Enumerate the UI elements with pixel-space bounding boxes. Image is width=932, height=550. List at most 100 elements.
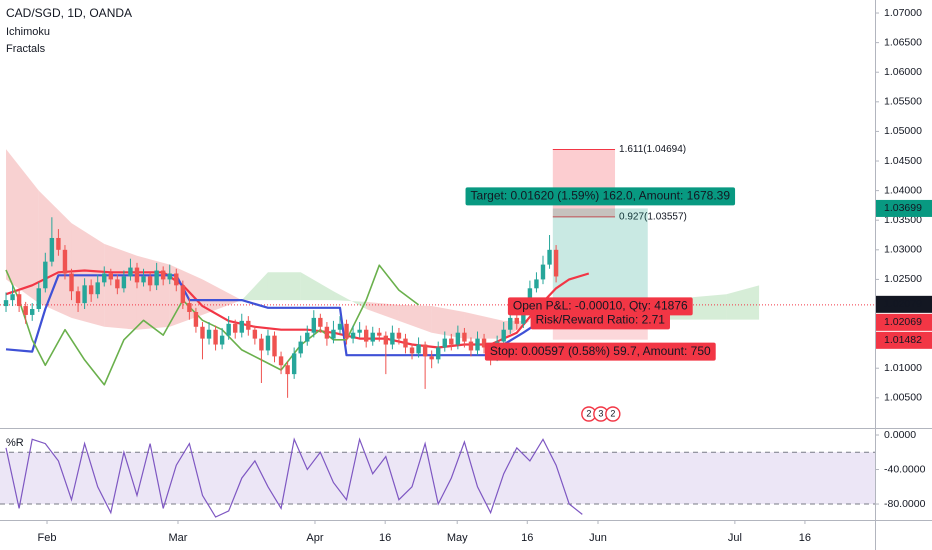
y-tick-label: -80.0000: [884, 498, 926, 510]
candle-body: [115, 279, 120, 289]
candle-body: [481, 338, 487, 348]
candle-body: [540, 264, 546, 280]
y-tick-label: -40.0000: [884, 463, 926, 475]
indicator-name: Fractals: [6, 43, 46, 55]
candle-body: [30, 309, 35, 315]
event-count: 2: [586, 408, 591, 418]
candle-body: [265, 335, 271, 351]
candle-body: [219, 335, 225, 345]
fib-zone: [552, 149, 616, 217]
price-tag-label: 1.03699: [884, 202, 922, 214]
x-tick-label: Apr: [306, 532, 323, 544]
position-label-bg: [484, 342, 716, 361]
y-tick-label: 1.05500: [884, 96, 922, 108]
y-tick-label: 1.06500: [884, 36, 922, 48]
symbol-title: CAD/SGD, 1D, OANDA: [6, 6, 132, 20]
ichimoku-cloud: [366, 301, 399, 321]
candle-body: [501, 329, 506, 342]
candle-body: [180, 285, 186, 304]
candle-body: [174, 273, 179, 286]
candle-body: [36, 288, 41, 310]
candle-body: [10, 294, 15, 301]
position-label: Target: 0.01620 (1.59%) 162.0, Amount: 1…: [471, 189, 731, 203]
candle-body: [337, 323, 343, 330]
candle-body: [75, 291, 81, 304]
y-tick-label: 1.04500: [884, 155, 922, 167]
ichimoku-cloud: [267, 272, 301, 301]
ichimoku-cloud: [6, 149, 39, 304]
candle-body: [416, 344, 421, 354]
y-tick-label: 1.02500: [884, 273, 922, 285]
position-label-bg: [507, 297, 693, 316]
candle-body: [534, 279, 539, 289]
position-label: Open P&L: -0.00010, Qty: 41876: [513, 299, 688, 313]
price-tag: [876, 295, 932, 313]
candle-body: [475, 338, 480, 351]
x-tick-label: 16: [379, 532, 391, 544]
x-tick-label: Mar: [169, 532, 188, 544]
x-tick-label: Jul: [728, 532, 742, 544]
candle-body: [193, 311, 199, 327]
fib-label: 0.927(1.03557): [619, 211, 687, 222]
y-tick-label: 1.07000: [884, 7, 922, 19]
candle-body: [318, 317, 323, 327]
y-tick-label: 1.04000: [884, 184, 922, 196]
candle-body: [16, 294, 22, 307]
candle-body: [422, 344, 428, 357]
candle-body: [62, 249, 68, 274]
candle-body: [298, 341, 303, 354]
candle-body: [390, 332, 395, 345]
y-tick-label: 1.05000: [884, 125, 922, 137]
ichimoku-cloud: [104, 243, 137, 330]
candle-body: [141, 276, 146, 283]
candle-body: [23, 306, 28, 315]
candle-body: [88, 285, 94, 295]
candle-body: [128, 267, 133, 277]
fib-label: 1.611(1.04694): [619, 144, 686, 155]
candle-body: [69, 273, 74, 292]
price-tag-label: 1.02079: [884, 298, 922, 310]
price-tag: [876, 331, 932, 349]
candle-body: [344, 323, 349, 339]
candle-body: [553, 249, 559, 277]
candle-body: [311, 317, 317, 333]
event-count: 2: [610, 408, 615, 418]
candle-body: [462, 332, 467, 342]
candle-body: [3, 300, 9, 307]
candle-body: [233, 323, 238, 333]
event-count: 3: [598, 408, 603, 418]
price-tag-label: 1.02069: [884, 316, 922, 328]
position-label-bg: [465, 187, 736, 206]
candle-body: [43, 261, 48, 289]
candle-body: [49, 237, 55, 262]
candle-body: [357, 329, 362, 333]
candle-body: [200, 326, 205, 339]
candle-body: [213, 329, 218, 345]
candle-body: [403, 338, 408, 348]
candle-body: [285, 365, 290, 375]
event-badge: [605, 406, 621, 422]
candle-body: [429, 356, 434, 360]
candle-body: [547, 249, 552, 265]
candle-body: [383, 335, 389, 345]
candle-body: [102, 273, 107, 283]
candle-body: [206, 329, 212, 339]
y-tick-label: 1.06000: [884, 66, 922, 78]
candle-body: [436, 347, 441, 360]
y-tick-label: 1.03500: [884, 214, 922, 226]
candle-body: [508, 317, 513, 330]
candle-body: [370, 332, 375, 342]
ichimoku-cloud: [464, 311, 504, 339]
position-label: Risk/Reward Ratio: 2.71: [536, 313, 666, 327]
price-tag-label: 1.01482: [884, 334, 922, 346]
candle-body: [56, 237, 61, 250]
candle-body: [167, 273, 172, 280]
ichimoku-cloud: [241, 272, 268, 301]
candle-body: [239, 320, 244, 333]
candle-body: [527, 288, 533, 307]
candle-body: [331, 329, 336, 339]
candle-body: [291, 353, 297, 375]
candle-body: [259, 338, 264, 351]
y-tick-label: 1.03000: [884, 244, 922, 256]
